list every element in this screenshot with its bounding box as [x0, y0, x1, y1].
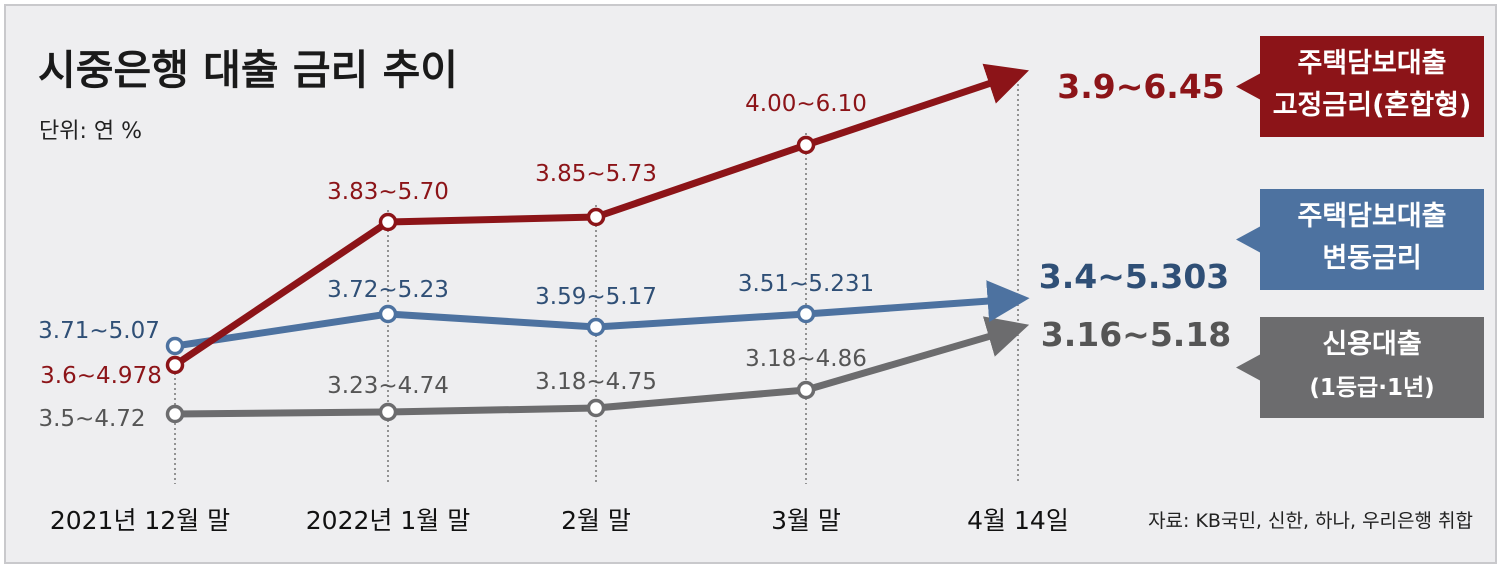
credit-series-arrow	[805, 316, 1030, 394]
x-tick-label: 2021년 12월 말	[50, 506, 230, 535]
series-points	[165, 135, 816, 424]
credit-data-label: 3.23~4.74	[327, 373, 449, 399]
source-note: 자료: KB국민, 신한, 하나, 우리은행 취합	[1148, 510, 1473, 532]
fixed-point	[586, 207, 606, 227]
rate-trend-chart: 시중은행 대출 금리 추이 단위: 연 % 3.5~4.723.23~4.74 3…	[38, 36, 1484, 535]
credit-data-label: 3.5~4.72	[38, 406, 145, 432]
credit-point	[165, 404, 185, 424]
credit-legend-text: (1등급·1년)	[1309, 375, 1434, 401]
data-labels: 3.5~4.72 3.23~4.74 3.18~4.75 3.18~4.86 3.16~…	[38, 67, 1231, 432]
fixed-data-label: 3.85~5.73	[535, 161, 657, 187]
variable-data-label: 3.72~5.23	[327, 277, 449, 303]
credit-legend-text: 신용대출	[1322, 329, 1421, 360]
x-tick-label: 2022년 1월 말	[306, 506, 470, 535]
fixed-point	[165, 355, 185, 375]
variable-legend-text: 주택담보대출	[1297, 201, 1446, 232]
fixed-series-arrow	[804, 63, 1029, 149]
credit-point	[378, 402, 398, 422]
credit-data-label: 3.18~4.75	[535, 369, 657, 395]
fixed-data-label: 3.9~6.45	[1057, 67, 1225, 106]
credit-series-line	[174, 386, 807, 418]
variable-point	[165, 336, 185, 356]
unit-label: 단위: 연 %	[39, 119, 142, 144]
credit-legend-box	[1236, 317, 1484, 418]
chart-frame: 시중은행 대출 금리 추이 단위: 연 % 3.5~4.72 3.23~4.74 3…	[4, 4, 1497, 564]
series-lines	[173, 63, 1030, 418]
chart-title: 시중은행 대출 금리 추이	[38, 46, 458, 94]
variable-legend-text: 변동금리	[1322, 243, 1421, 274]
fixed-data-label: 3.83~5.70	[327, 179, 449, 205]
variable-point	[586, 317, 606, 337]
variable-data-label: 3.51~5.231	[738, 271, 874, 297]
fixed-point	[796, 135, 816, 155]
fixed-series-line	[173, 141, 808, 368]
x-tick-label: 2월 말	[561, 506, 631, 535]
fixed-legend-box	[1236, 36, 1484, 137]
variable-data-label: 3.59~5.17	[535, 284, 657, 310]
variable-point	[796, 304, 816, 324]
credit-point	[586, 398, 606, 418]
variable-data-label: 3.71~5.07	[38, 318, 160, 344]
fixed-legend-text: 주택담보대출	[1297, 48, 1446, 79]
fixed-data-label: 4.00~6.10	[745, 91, 867, 117]
fixed-legend-text: 고정금리(혼합형)	[1273, 90, 1472, 121]
x-tick-label: 4월 14일	[967, 506, 1069, 535]
variable-series-arrow	[805, 280, 1030, 323]
variable-legend-box	[1236, 189, 1484, 290]
variable-data-label: 3.4~5.303	[1039, 257, 1230, 296]
variable-series-line	[174, 310, 807, 350]
credit-data-label: 3.18~4.86	[745, 346, 867, 372]
x-tick-label: 3월 말	[771, 506, 841, 535]
credit-point	[796, 380, 816, 400]
x-axis-ticks: 2021년 12월 말 2022년 1월 말 2월 말 3월 말 4월 14일	[50, 506, 1069, 535]
fixed-data-label: 3.6~4.978	[40, 363, 162, 389]
credit-data-label: 3.16~5.18	[1041, 315, 1232, 354]
fixed-point	[378, 212, 398, 232]
variable-point	[378, 304, 398, 324]
